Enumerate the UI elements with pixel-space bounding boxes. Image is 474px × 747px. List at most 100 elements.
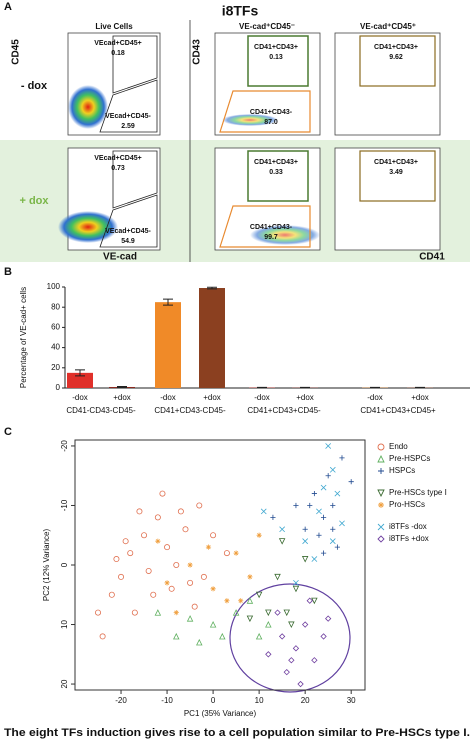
- point: [307, 503, 312, 508]
- density: [68, 85, 108, 129]
- point: [174, 634, 179, 639]
- x-tick-label: +dox: [203, 393, 221, 402]
- gate-name: CD41+CD43-: [250, 109, 293, 116]
- point: [164, 580, 169, 585]
- axis-label: CD45: [11, 39, 22, 65]
- point: [183, 527, 188, 532]
- point: [174, 610, 179, 615]
- point: [316, 533, 321, 538]
- error-bar: [300, 387, 310, 388]
- y-tick-label: -10: [60, 499, 69, 511]
- point: [146, 568, 151, 573]
- gate-name: VEcad+CD45+: [94, 155, 141, 162]
- point: [169, 586, 174, 591]
- point: [339, 455, 344, 460]
- point: [280, 527, 285, 532]
- error-bar: [257, 387, 267, 388]
- point: [192, 604, 197, 609]
- panel-label: B: [4, 266, 12, 278]
- point: [316, 509, 321, 514]
- point: [335, 545, 340, 550]
- point: [224, 598, 229, 603]
- point: [100, 634, 105, 639]
- point: [303, 539, 308, 544]
- point: [321, 634, 326, 639]
- point: [155, 515, 160, 520]
- point: [155, 539, 160, 544]
- plot-frame: [75, 440, 365, 690]
- panel-label: A: [4, 1, 12, 13]
- row-label: + dox: [19, 195, 49, 207]
- point: [187, 580, 192, 585]
- point: [187, 562, 192, 567]
- gate-percent: 87.0: [264, 119, 278, 126]
- point: [224, 550, 229, 555]
- point: [284, 670, 289, 675]
- point: [118, 574, 123, 579]
- y-tick-label: 60: [51, 323, 60, 332]
- gate-name: CD41+CD43-: [250, 224, 293, 231]
- point: [289, 622, 294, 627]
- point: [178, 509, 183, 514]
- caption: The eight TFs induction gives rise to a …: [4, 727, 470, 739]
- point: [335, 491, 340, 496]
- y-tick-label: 0: [56, 383, 61, 392]
- gate-percent: 54.9: [121, 238, 135, 245]
- point: [275, 574, 280, 579]
- x-tick-label: -dox: [72, 393, 88, 402]
- point: [293, 503, 298, 508]
- point: [160, 491, 165, 496]
- point: [330, 503, 335, 508]
- error-bar: [370, 387, 380, 388]
- row-label: - dox: [21, 80, 48, 92]
- bar: [155, 302, 181, 388]
- point: [312, 491, 317, 496]
- point: [257, 533, 262, 538]
- point: [330, 527, 335, 532]
- group-label: CD41+CD43-CD45-: [154, 406, 226, 415]
- legend-label: i8TFs +dox: [389, 534, 429, 543]
- legend-marker: [378, 524, 384, 530]
- y-axis-title: PC2 (12% Variance): [42, 529, 51, 602]
- error-bar: [415, 387, 425, 388]
- x-tick-label: +dox: [411, 393, 429, 402]
- legend-marker: [378, 490, 384, 496]
- cluster-ellipse: [230, 584, 350, 692]
- gate-percent: 2.59: [121, 123, 135, 130]
- gate-percent: 3.49: [389, 169, 403, 176]
- point: [326, 443, 331, 448]
- point: [210, 586, 215, 591]
- x-tick-label: -10: [161, 696, 173, 705]
- point: [206, 545, 211, 550]
- axis-label: CD41: [419, 252, 445, 263]
- point: [330, 539, 335, 544]
- legend-marker: [378, 468, 384, 474]
- point: [141, 533, 146, 538]
- y-tick-label: 20: [60, 679, 69, 688]
- group-label: CD41+CD43+CD45-: [247, 406, 321, 415]
- point: [280, 634, 285, 639]
- x-tick-label: -20: [115, 696, 127, 705]
- point: [210, 622, 215, 627]
- point: [210, 533, 215, 538]
- point: [197, 640, 202, 645]
- panel-label: C: [4, 426, 12, 438]
- point: [280, 539, 285, 544]
- legend-marker: [378, 502, 384, 508]
- point: [321, 485, 326, 490]
- gate-name: CD41+CD43+: [254, 159, 298, 166]
- point: [266, 610, 271, 615]
- point: [137, 509, 142, 514]
- axis-label: CD43: [192, 39, 203, 65]
- point: [197, 503, 202, 508]
- point: [187, 616, 192, 621]
- point: [349, 479, 354, 484]
- x-tick-label: +dox: [296, 393, 314, 402]
- point: [275, 610, 280, 615]
- point: [247, 616, 252, 621]
- point: [128, 550, 133, 555]
- y-tick-label: -20: [60, 440, 69, 452]
- point: [151, 592, 156, 597]
